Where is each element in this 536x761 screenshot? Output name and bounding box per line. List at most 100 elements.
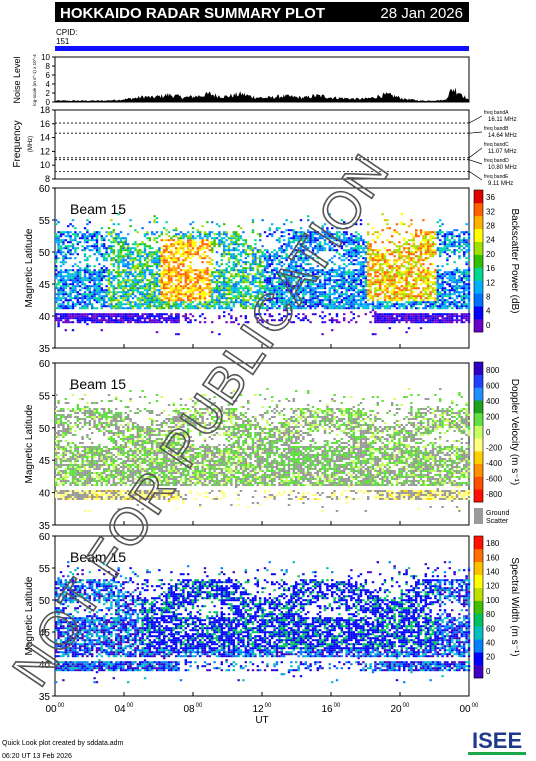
heatmap-cell bbox=[347, 237, 351, 240]
heatmap-cell bbox=[201, 275, 204, 278]
heatmap-cell bbox=[417, 277, 420, 280]
heatmap-cell bbox=[297, 235, 300, 238]
heatmap-cell bbox=[239, 295, 243, 298]
heatmap-cell bbox=[304, 263, 307, 266]
heatmap-cell bbox=[191, 247, 195, 250]
heatmap-cell bbox=[393, 289, 396, 292]
heatmap-cell bbox=[374, 333, 377, 336]
heatmap-cell bbox=[455, 289, 459, 292]
heatmap-cell bbox=[441, 289, 444, 292]
heatmap-cell bbox=[119, 281, 123, 284]
frequency-band-leader bbox=[468, 147, 483, 159]
heatmap-cell bbox=[199, 255, 202, 258]
heatmap-cell bbox=[357, 239, 360, 242]
heatmap-cell bbox=[69, 291, 72, 294]
heatmap-cell bbox=[167, 245, 171, 248]
heatmap-cell bbox=[273, 285, 276, 288]
heatmap-cell bbox=[86, 269, 89, 272]
heatmap-cell bbox=[175, 249, 178, 252]
heatmap-cell bbox=[83, 271, 87, 274]
heatmap-cell bbox=[220, 293, 223, 296]
heatmap-cell bbox=[352, 263, 355, 266]
heatmap-cell bbox=[179, 237, 183, 240]
heatmap-cell bbox=[141, 291, 144, 294]
heatmap-cell bbox=[247, 255, 250, 258]
heatmap-cell bbox=[163, 251, 166, 254]
heatmap-cell bbox=[302, 317, 305, 320]
heatmap-cell bbox=[319, 281, 322, 284]
heatmap-cell bbox=[79, 317, 82, 320]
heatmap-cell bbox=[405, 279, 408, 282]
heatmap-cell bbox=[424, 317, 427, 320]
heatmap-cell bbox=[79, 285, 82, 288]
heatmap-cell bbox=[343, 221, 346, 224]
heatmap-cell bbox=[419, 247, 423, 250]
heatmap-cell bbox=[201, 289, 204, 292]
heatmap-cell bbox=[434, 303, 437, 306]
heatmap-cell bbox=[259, 277, 262, 280]
heatmap-cell bbox=[316, 233, 319, 236]
heatmap-cell bbox=[110, 291, 113, 294]
heatmap-cell bbox=[350, 277, 353, 280]
heatmap-cell bbox=[98, 281, 101, 284]
heatmap-cell bbox=[379, 285, 382, 288]
heatmap-cell bbox=[374, 259, 377, 262]
heatmap-cell bbox=[148, 279, 151, 282]
heatmap-cell bbox=[314, 231, 317, 234]
heatmap-cell bbox=[256, 289, 259, 292]
heatmap-cell bbox=[67, 295, 70, 298]
heatmap-cell bbox=[122, 313, 125, 316]
heatmap-cell bbox=[328, 283, 331, 286]
heatmap-cell bbox=[434, 251, 437, 254]
heatmap-cell bbox=[242, 245, 245, 248]
heatmap-cell bbox=[220, 271, 223, 274]
heatmap-cell bbox=[158, 321, 161, 324]
heatmap-cell bbox=[95, 307, 99, 310]
heatmap-cell bbox=[383, 255, 387, 258]
heatmap-cell bbox=[141, 271, 144, 274]
heatmap-cell bbox=[98, 289, 101, 292]
heatmap-cell bbox=[463, 243, 466, 246]
heatmap-cell bbox=[172, 229, 175, 232]
heatmap-cell bbox=[153, 287, 156, 290]
heatmap-cell bbox=[134, 269, 137, 272]
heatmap-cell bbox=[395, 285, 399, 288]
heatmap-cell bbox=[235, 243, 238, 246]
heatmap-cell bbox=[64, 257, 67, 260]
heatmap-cell bbox=[453, 313, 456, 316]
heatmap-cell bbox=[309, 255, 312, 258]
heatmap-cell bbox=[431, 317, 435, 320]
heatmap-cell bbox=[220, 233, 223, 236]
heatmap-cell bbox=[244, 293, 247, 296]
heatmap-cell bbox=[199, 293, 202, 296]
heatmap-cell bbox=[139, 271, 142, 274]
heatmap-cell bbox=[119, 275, 123, 278]
heatmap-cell bbox=[323, 305, 327, 308]
heatmap-cell bbox=[69, 279, 72, 282]
heatmap-cell bbox=[143, 287, 147, 290]
heatmap-cell bbox=[251, 229, 255, 232]
heatmap-cell bbox=[321, 299, 324, 302]
heatmap-cell bbox=[403, 259, 406, 262]
heatmap-cell bbox=[319, 295, 322, 298]
heatmap-cell bbox=[359, 245, 363, 248]
heatmap-cell bbox=[458, 235, 461, 238]
heatmap-cell bbox=[355, 239, 358, 242]
heatmap-cell bbox=[326, 235, 329, 238]
heatmap-cell bbox=[275, 269, 279, 272]
heatmap-cell bbox=[326, 305, 329, 308]
heatmap-cell bbox=[331, 261, 334, 264]
heatmap-cell bbox=[371, 305, 375, 308]
heatmap-cell bbox=[357, 289, 360, 292]
heatmap-cell bbox=[105, 279, 108, 282]
heatmap-cell bbox=[460, 295, 463, 298]
heatmap-cell bbox=[412, 245, 415, 248]
heatmap-cell bbox=[76, 301, 79, 304]
heatmap-cell bbox=[122, 255, 125, 258]
heatmap-cell bbox=[453, 243, 456, 246]
heatmap-cell bbox=[463, 315, 466, 318]
heatmap-cell bbox=[417, 255, 420, 258]
heatmap-cell bbox=[83, 239, 87, 242]
heatmap-cell bbox=[467, 315, 471, 318]
heatmap-cell bbox=[167, 265, 171, 268]
